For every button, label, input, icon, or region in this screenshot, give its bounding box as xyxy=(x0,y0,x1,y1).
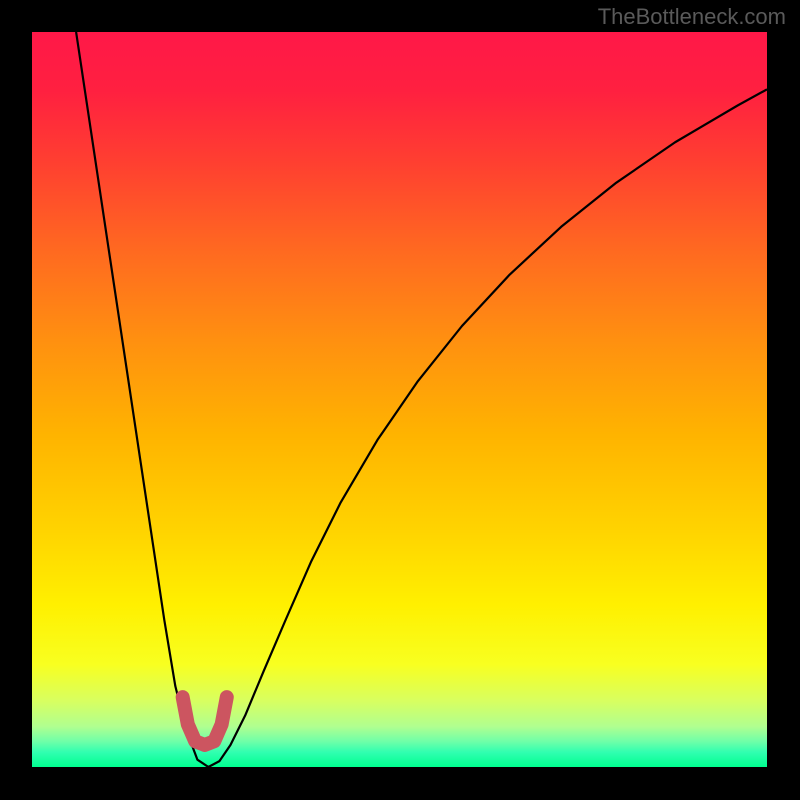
bottom-u-marker xyxy=(183,697,227,745)
chart-container: TheBottleneck.com xyxy=(0,0,800,800)
watermark-text: TheBottleneck.com xyxy=(598,4,786,30)
curve-overlay xyxy=(32,32,767,767)
bottleneck-curve xyxy=(76,32,767,767)
plot-area xyxy=(32,32,767,767)
